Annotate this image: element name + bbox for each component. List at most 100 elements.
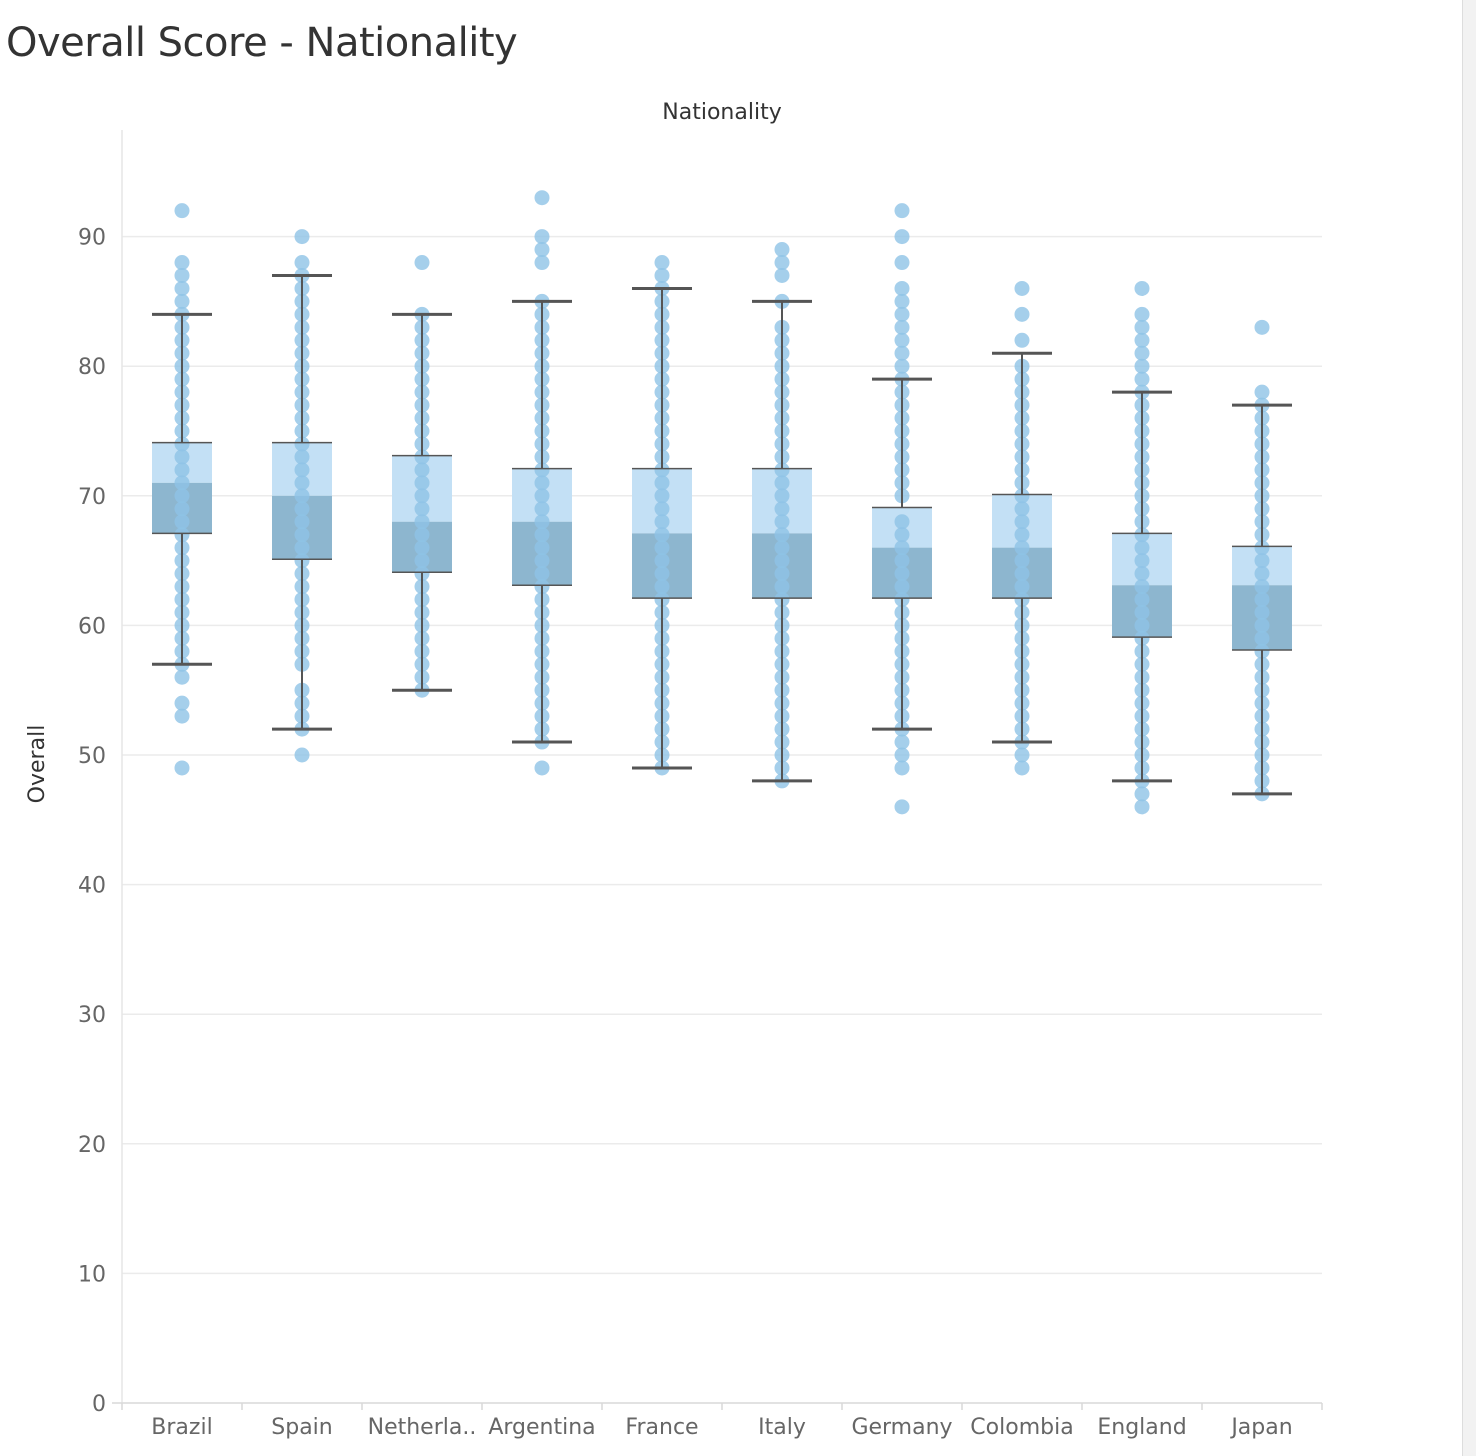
data-point [774,462,790,478]
data-point [294,747,310,763]
data-point [654,514,670,530]
whiskers [152,273,1292,796]
data-point [774,255,790,271]
data-point [174,293,190,309]
y-tick-label-10: 10 [78,1262,106,1287]
data-point [294,514,310,530]
data-point [774,475,790,491]
data-points [174,190,1270,815]
y-tick-label-20: 20 [78,1133,106,1158]
x-tick-label-france: France [625,1415,698,1440]
data-point [894,358,910,374]
data-point [294,475,310,491]
x-tick-label-brazil: Brazil [151,1415,212,1440]
data-point [774,553,790,569]
data-point [894,553,910,569]
data-point [1014,579,1030,595]
data-point [294,449,310,465]
data-point [294,462,310,478]
data-point [174,514,190,530]
data-point [1014,501,1030,517]
data-point [1134,617,1150,633]
data-point [174,280,190,296]
data-point [414,462,430,478]
data-point [1014,488,1030,504]
data-point [174,255,190,271]
data-point [894,514,910,530]
data-point [1134,280,1150,296]
y-tick-label-90: 90 [78,226,106,251]
axes: 0 10 20 30 40 50 60 70 80 90 Brazil Spain Netherla..… [78,130,1323,1440]
data-point [774,579,790,595]
x-tick-label-spain: Spain [271,1415,332,1440]
data-point [894,760,910,776]
x-tick-label-japan: Japan [1229,1415,1292,1440]
data-point [654,267,670,283]
data-point [654,527,670,543]
x-axis-title: Nationality [662,100,781,125]
data-point [174,501,190,517]
data-point [174,488,190,504]
data-point [894,579,910,595]
data-point [894,540,910,556]
data-point [534,760,550,776]
data-point [294,436,310,452]
data-point [534,229,550,245]
data-point [294,488,310,504]
data-point [174,708,190,724]
data-point [174,267,190,283]
data-point [894,255,910,271]
data-point [1014,747,1030,763]
data-point [174,475,190,491]
data-point [654,566,670,582]
data-point [1254,630,1270,646]
data-point [534,190,550,206]
data-point [774,501,790,517]
data-point [654,553,670,569]
data-point [1134,306,1150,322]
data-point [1014,332,1030,348]
data-point [1254,319,1270,335]
data-point [1254,384,1270,400]
data-point [1134,319,1150,335]
data-point [1254,591,1270,607]
data-point [414,514,430,530]
y-tick-label-0: 0 [92,1392,106,1417]
data-point [774,566,790,582]
chart-title: Overall Score - Nationality [6,20,518,66]
data-point [654,255,670,271]
data-point [774,540,790,556]
data-point [894,280,910,296]
data-point [1014,540,1030,556]
data-point [1014,514,1030,530]
data-point [534,475,550,491]
x-tick-label-argentina: Argentina [488,1415,595,1440]
data-point [534,540,550,556]
y-tick-label-50: 50 [78,744,106,769]
data-point [654,579,670,595]
x-tick-label-italy: Italy [758,1415,806,1440]
data-point [174,203,190,219]
scrollbar-track[interactable] [1462,0,1476,1456]
data-point [414,540,430,556]
data-point [294,540,310,556]
boxes [152,442,1292,651]
data-point [1134,579,1150,595]
data-point [1134,345,1150,361]
data-point [1134,566,1150,582]
data-point [1014,527,1030,543]
data-point [174,695,190,711]
data-point [774,514,790,530]
data-point [414,475,430,491]
data-point [534,553,550,569]
data-point [774,488,790,504]
y-axis-title: Overall [25,725,50,804]
data-point [534,242,550,258]
data-point [894,566,910,582]
data-point [774,527,790,543]
data-point [894,319,910,335]
data-point [1254,553,1270,569]
data-point [534,501,550,517]
data-point [894,293,910,309]
